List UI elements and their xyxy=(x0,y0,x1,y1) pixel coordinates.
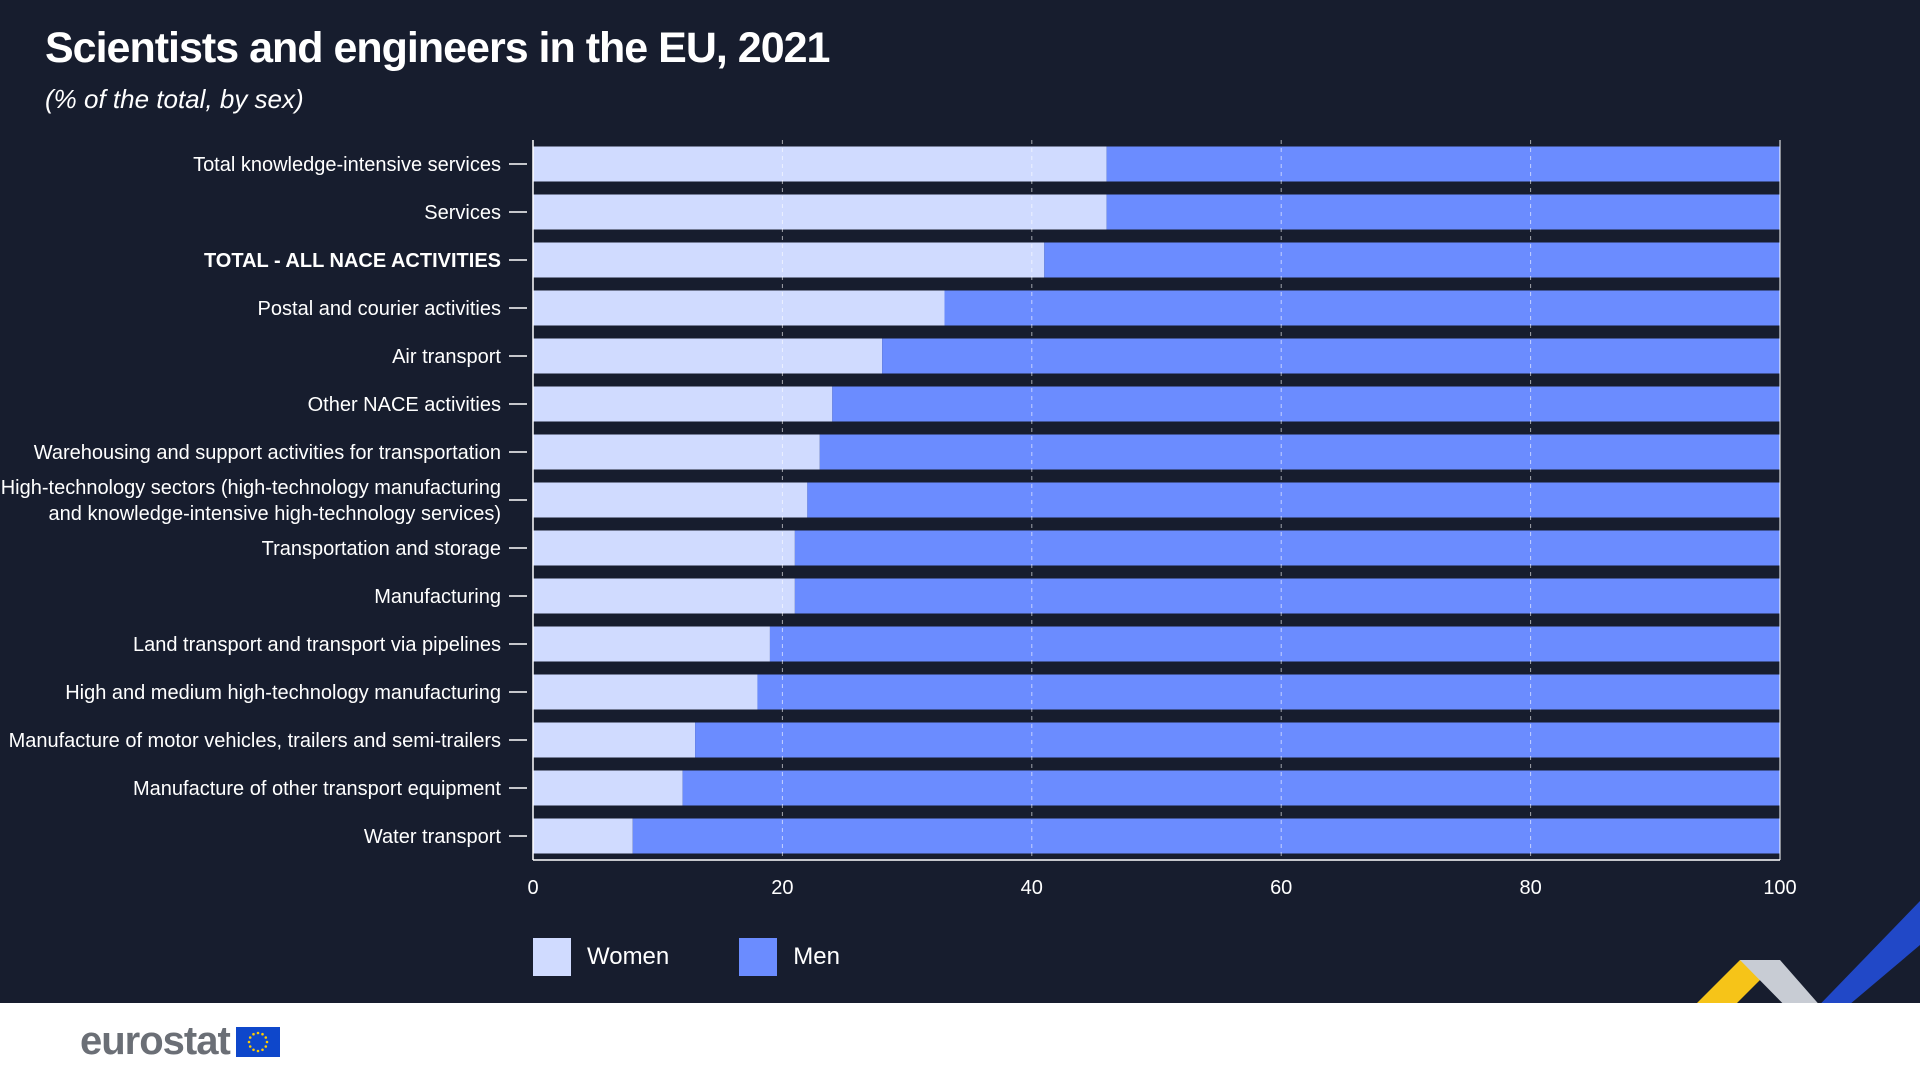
x-tick-label-4: 80 xyxy=(1519,877,1541,899)
legend: Women Men xyxy=(533,938,840,976)
bar-men-7 xyxy=(807,482,1780,518)
x-tick-label-2: 40 xyxy=(1021,877,1043,899)
chart-title: Scientists and engineers in the EU, 2021 xyxy=(45,24,830,72)
x-tick-label-5: 100 xyxy=(1763,877,1796,899)
eu-flag-icon xyxy=(235,1026,280,1057)
bar-women-6 xyxy=(533,434,820,470)
category-label-8: Transportation and storage xyxy=(262,538,501,560)
category-label-10: Land transport and transport via pipelin… xyxy=(133,634,501,656)
bar-women-1 xyxy=(533,194,1107,230)
bar-men-13 xyxy=(682,770,1780,806)
bar-men-2 xyxy=(1044,242,1780,278)
legend-swatch-women xyxy=(533,938,571,976)
bar-men-3 xyxy=(944,290,1780,326)
footer: eurostat xyxy=(0,1003,1920,1080)
grid-lines xyxy=(781,140,1532,860)
bar-women-5 xyxy=(533,386,833,422)
bar-women-7 xyxy=(533,482,808,518)
chart-subtitle: (% of the total, by sex) xyxy=(45,84,304,114)
category-label-3: Postal and courier activities xyxy=(258,298,501,320)
bar-men-8 xyxy=(794,530,1780,566)
bar-men-4 xyxy=(882,338,1780,374)
bar-men-10 xyxy=(769,626,1780,662)
x-tick-label-0: 0 xyxy=(527,877,538,899)
bar-men-5 xyxy=(832,386,1780,422)
category-label-0: Total knowledge-intensive services xyxy=(193,154,501,176)
category-label-6: Warehousing and support activities for t… xyxy=(34,442,501,464)
bars xyxy=(533,146,1780,854)
bar-women-10 xyxy=(533,626,770,662)
category-label-7: High-technology sectors (high-technology… xyxy=(1,477,501,525)
bar-women-14 xyxy=(533,818,633,854)
axes xyxy=(509,140,1781,861)
category-label-1: Services xyxy=(424,202,501,224)
bar-men-14 xyxy=(632,818,1780,854)
eurostat-logo[interactable]: eurostat xyxy=(80,1019,280,1064)
bar-men-6 xyxy=(819,434,1780,470)
bar-men-1 xyxy=(1106,194,1780,230)
category-label-14: Water transport xyxy=(364,826,502,848)
legend-swatch-men xyxy=(739,938,778,976)
category-label-5: Other NACE activities xyxy=(308,394,501,416)
bar-women-2 xyxy=(533,242,1045,278)
bar-men-11 xyxy=(757,674,1780,710)
bar-women-3 xyxy=(533,290,945,326)
legend-item-men[interactable]: Men xyxy=(739,938,840,976)
bar-men-0 xyxy=(1106,146,1780,182)
logo-text: eurostat xyxy=(80,1019,231,1063)
category-label-4: Air transport xyxy=(392,346,501,368)
bar-men-12 xyxy=(695,722,1780,758)
category-label-12: Manufacture of motor vehicles, trailers … xyxy=(9,730,501,752)
bar-women-4 xyxy=(533,338,883,374)
bar-men-9 xyxy=(794,578,1780,614)
bar-women-0 xyxy=(533,146,1107,182)
legend-label-men: Men xyxy=(793,943,840,970)
bar-women-13 xyxy=(533,770,683,806)
bar-women-9 xyxy=(533,578,795,614)
legend-item-women[interactable]: Women xyxy=(533,938,669,976)
category-label-9: Manufacturing xyxy=(374,586,501,608)
category-label-11: High and medium high-technology manufact… xyxy=(65,682,501,704)
legend-label-women: Women xyxy=(587,943,670,970)
bar-women-12 xyxy=(533,722,696,758)
bar-women-8 xyxy=(533,530,795,566)
category-labels: Total knowledge-intensive services Servic… xyxy=(1,154,502,848)
category-label-13: Manufacture of other transport equipment xyxy=(133,778,501,800)
category-label-2: TOTAL - ALL NACE ACTIVITIES xyxy=(204,250,501,272)
bar-chart: Total knowledge-intensive services Servic… xyxy=(1,140,1797,899)
x-tick-labels: 0 20 40 60 80 100 xyxy=(527,877,1796,899)
x-tick-label-1: 20 xyxy=(771,877,793,899)
x-tick-label-3: 60 xyxy=(1270,877,1292,899)
bar-women-11 xyxy=(533,674,758,710)
